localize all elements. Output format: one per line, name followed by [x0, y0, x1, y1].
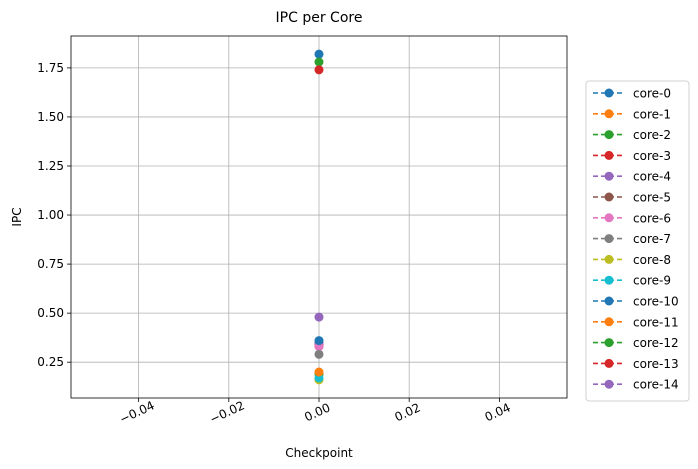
legend-label-core-11: core-11: [633, 315, 679, 329]
legend-label-core-9: core-9: [633, 274, 671, 288]
legend-marker-core-6: [604, 213, 614, 223]
legend-label-core-14: core-14: [633, 378, 679, 392]
legend-marker-core-12: [604, 338, 614, 348]
legend-marker-core-10: [604, 296, 614, 306]
legend-marker-core-11: [604, 317, 614, 327]
data-point-core-11: [314, 367, 324, 377]
legend-label-core-10: core-10: [633, 295, 679, 309]
legend-label-core-7: core-7: [633, 232, 671, 246]
legend-marker-core-2: [604, 130, 614, 140]
legend-marker-core-3: [604, 150, 614, 160]
data-point-core-14: [314, 312, 324, 322]
legend-label-core-8: core-8: [633, 253, 671, 267]
legend-label-core-5: core-5: [633, 191, 671, 205]
data-point-core-10: [314, 336, 324, 346]
legend-label-core-13: core-13: [633, 357, 679, 371]
legend: core-0 core-1 core-2 core-3 core-4 core-5 core…: [585, 80, 690, 402]
legend-label-core-2: core-2: [633, 128, 671, 142]
legend-marker-core-5: [604, 192, 614, 202]
legend-marker-core-9: [604, 275, 614, 285]
legend-marker-core-0: [604, 88, 614, 98]
chart-title: IPC per Core: [276, 10, 363, 26]
y-tick-label: 0.75: [37, 257, 64, 271]
y-tick-label: 1.75: [37, 61, 64, 75]
legend-marker-core-1: [604, 109, 614, 119]
legend-marker-core-8: [604, 254, 614, 264]
grid: [71, 36, 567, 398]
y-tick-label: 1.00: [37, 208, 64, 222]
legend-marker-core-4: [604, 171, 614, 181]
legend-marker-core-7: [604, 234, 614, 244]
legend-label-core-12: core-12: [633, 336, 679, 350]
legend-label-core-4: core-4: [633, 170, 671, 184]
data-marks: [314, 49, 324, 385]
data-point-core-12: [314, 57, 324, 67]
legend-label-core-3: core-3: [633, 149, 671, 163]
y-axis-label: IPC: [10, 207, 24, 226]
y-tick-label: 1.50: [37, 110, 64, 124]
legend-label-core-6: core-6: [633, 211, 671, 225]
legend-marker-core-14: [604, 379, 614, 389]
y-tick-label: 0.50: [37, 306, 64, 320]
data-point-core-7: [314, 349, 324, 359]
data-point-core-0: [314, 49, 324, 59]
x-axis-label: Checkpoint: [285, 446, 353, 460]
legend-label-core-0: core-0: [633, 87, 671, 101]
legend-marker-core-13: [604, 358, 614, 368]
y-tick-label: 0.25: [37, 355, 64, 369]
data-point-core-13: [314, 65, 324, 75]
y-tick-label: 1.25: [37, 159, 64, 173]
legend-label-core-1: core-1: [633, 107, 671, 121]
